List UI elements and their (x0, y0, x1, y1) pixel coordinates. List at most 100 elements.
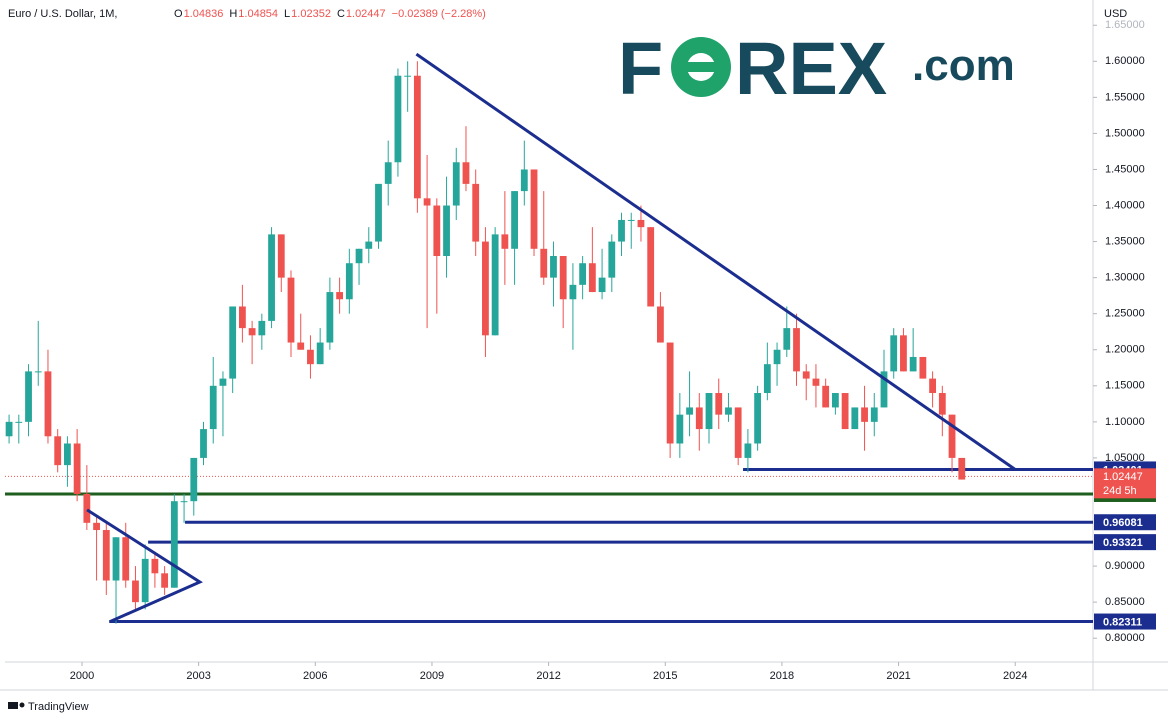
candle-body (482, 241, 489, 336)
y-tick-label: 1.60000 (1105, 55, 1145, 67)
y-tick-label: 1.05000 (1105, 452, 1145, 464)
candle-body (413, 75, 421, 199)
candle-body (822, 385, 830, 408)
candle-body (569, 284, 577, 300)
candle-body (102, 530, 110, 581)
candle-body (676, 414, 684, 444)
level-label-box (1094, 534, 1156, 551)
candle-body (793, 328, 800, 372)
candle-body (151, 558, 159, 574)
candle-body (501, 234, 509, 249)
candle-body (375, 183, 382, 242)
candle-body (598, 277, 606, 293)
change: −0.02389 (−2.28%) (392, 8, 486, 20)
candle-body (919, 356, 927, 379)
ohlc-key: O (174, 8, 183, 20)
candle-body (93, 522, 100, 531)
candle-body (34, 371, 42, 373)
candle-body (161, 573, 169, 588)
candle-body (540, 248, 548, 278)
y-tick-label: 1.50000 (1105, 127, 1145, 139)
candle-body (520, 169, 528, 192)
candle-body (452, 162, 460, 206)
candle-body (929, 378, 937, 394)
candle-body (530, 169, 538, 249)
candle-body (229, 306, 237, 379)
candle-body (608, 241, 616, 278)
plot-area (5, 52, 1093, 624)
candle-body (326, 292, 334, 343)
candle-body (462, 162, 470, 184)
y-tick-label: 0.85000 (1105, 596, 1145, 608)
candle-body (715, 393, 723, 415)
tv-icon-dot (19, 702, 25, 708)
candle-body (258, 320, 266, 336)
ohlc-key: C (337, 8, 345, 20)
candle-body (365, 241, 373, 249)
level-label-box (1094, 514, 1156, 531)
candle-body (705, 393, 713, 430)
logo-prefix: F (618, 27, 663, 110)
last-price-label: 1.02447 (1103, 471, 1143, 483)
candle-body (73, 443, 81, 494)
candle-body (754, 393, 762, 444)
y-tick-label: 1.65000 (1105, 19, 1145, 31)
candle-body (773, 349, 781, 365)
y-tick-label: 1.55000 (1105, 91, 1145, 103)
candle-body (180, 501, 188, 503)
x-tick-label: 2015 (653, 670, 677, 682)
candle-body (297, 342, 305, 350)
candle-body (744, 443, 752, 458)
candle-body (277, 234, 285, 278)
candle-body (763, 364, 771, 394)
ohlc-key: H (229, 8, 237, 20)
trendline (86, 508, 203, 623)
ohlc-value: 1.02447 (346, 8, 386, 20)
candle-body (268, 234, 275, 321)
ohlc-value: 1.04854 (238, 8, 278, 20)
candle-body (316, 342, 324, 365)
candle-body (44, 371, 52, 437)
candle-body (54, 436, 62, 466)
candle-body (657, 306, 664, 343)
y-tick-label: 1.15000 (1105, 380, 1145, 392)
tv-icon (8, 702, 18, 709)
countdown: 24d 5h (1103, 485, 1137, 497)
candle-body (686, 407, 693, 415)
candle-body (190, 457, 198, 502)
candle-body (336, 292, 344, 300)
x-tick-label: 2009 (420, 670, 444, 682)
logo-suffix: REX (735, 27, 887, 110)
candle-body (559, 256, 567, 300)
candle-body (695, 407, 703, 430)
x-tick-label: 2006 (303, 670, 327, 682)
candle-body (423, 198, 431, 206)
candle-body (637, 219, 645, 228)
candle-body (861, 407, 868, 422)
candle-body (83, 493, 91, 523)
y-tick-label: 1.35000 (1105, 235, 1145, 247)
candle-body (491, 234, 499, 336)
candle-body (404, 75, 412, 77)
level-label: 0.93321 (1103, 537, 1143, 549)
candle-body (511, 191, 518, 249)
candle-body (287, 277, 295, 343)
y-tick-label: 1.20000 (1105, 344, 1145, 356)
logo-bar (684, 62, 730, 72)
candle-body (618, 219, 625, 242)
candle-body (909, 356, 917, 372)
candle-body (734, 407, 742, 458)
candle-body (812, 378, 820, 386)
ohlc-key: L (284, 8, 290, 20)
candle-body (141, 558, 149, 603)
y-tick-label: 0.90000 (1105, 560, 1145, 572)
candle-body (25, 371, 32, 422)
currency: USD (1104, 8, 1127, 20)
x-tick-label: 2012 (536, 670, 560, 682)
candle-body (647, 227, 655, 307)
level-label: 0.82311 (1103, 616, 1142, 628)
last-price-box (1094, 468, 1156, 499)
y-tick-label: 0.80000 (1105, 632, 1145, 644)
